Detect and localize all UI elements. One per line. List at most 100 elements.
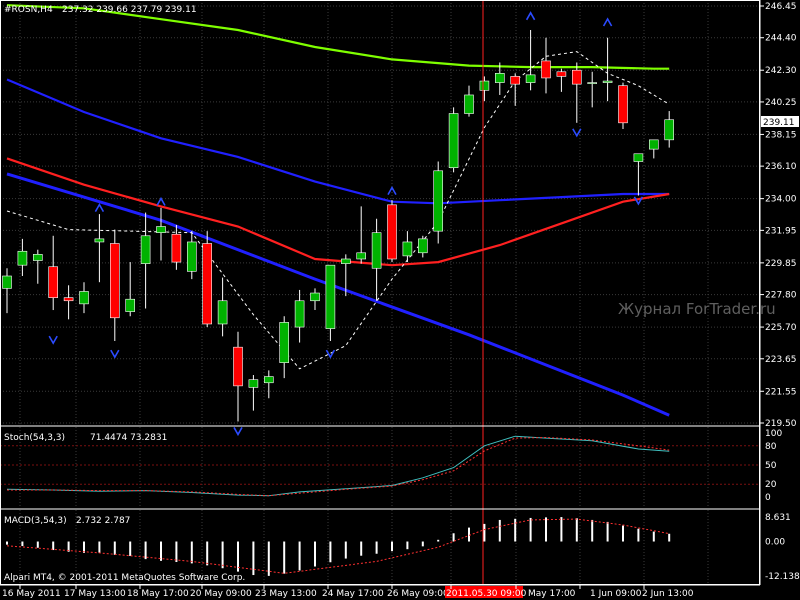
stoch-tick-3: 20 [765, 480, 777, 490]
candle-body [79, 291, 89, 305]
macd-tick-0: 8.631 [765, 513, 791, 523]
symbol-label: #ROSN,H4 [4, 5, 53, 15]
candle-body [2, 275, 12, 289]
candle-body [387, 204, 397, 260]
candle-body [433, 170, 444, 232]
candle-body [94, 238, 105, 243]
ma-fast-line [6, 157, 670, 267]
time-tick-2: 18 May 17:00 [127, 589, 189, 599]
candle-body [248, 379, 259, 388]
candle-body [140, 235, 151, 264]
candle-body [602, 80, 613, 83]
candle-body [494, 73, 505, 83]
price-tick-7: 231.95 [765, 226, 797, 236]
price-tick-3: 240.25 [765, 98, 797, 108]
candle-body [479, 80, 490, 91]
time-tick-1: 17 May 13:00 [64, 589, 126, 599]
candle-body [618, 85, 628, 124]
fractal-down-arrow [48, 335, 58, 345]
macd-signal-line [6, 518, 670, 574]
price-candles [2, 29, 675, 422]
current-price-box [761, 116, 799, 127]
time-tick-0: 16 May 2011 [2, 589, 61, 599]
price-tick-6: 234.00 [765, 195, 797, 205]
candle-body [541, 60, 551, 79]
copyright-label: Alpari MT4, © 2001-2011 MetaQuotes Softw… [4, 573, 245, 583]
candle-body [325, 264, 336, 329]
candle-body [17, 250, 28, 266]
price-tick-5: 236.10 [765, 162, 797, 172]
candle-body [402, 241, 413, 257]
time-tick-6: 26 May 09:00 [387, 589, 449, 599]
price-indicator-lines [6, 4, 670, 417]
candle-body [371, 232, 382, 269]
macd-histogram [6, 517, 671, 576]
price-tick-12: 221.55 [765, 387, 797, 397]
stoch-main-line [6, 435, 670, 497]
macd-signal-polyline [6, 518, 670, 574]
candle-body [310, 292, 320, 302]
price-tick-13: 219.50 [765, 419, 797, 429]
candle-body [187, 241, 197, 272]
time-tick-3: 20 May 09:00 [190, 589, 252, 599]
candle-body [448, 113, 459, 168]
stoch-tick-0: 100 [765, 429, 782, 439]
stoch-axis: 100 80 50 20 0 [765, 429, 782, 503]
fractal-down-arrow [325, 349, 336, 359]
candle-body [171, 233, 182, 263]
candle-body [664, 119, 675, 141]
stochastic-lines [6, 435, 670, 497]
stoch-title: Stoch(54,3,3) [4, 433, 65, 443]
candle-body [587, 82, 598, 84]
macd-tick-1: 0.00 [765, 538, 785, 548]
candle-body [48, 266, 59, 298]
stoch-signal-line [7, 436, 670, 497]
candle-body [417, 238, 428, 254]
candle-body [356, 252, 367, 260]
fractal-up-arrow [602, 17, 613, 27]
time-tick-5: 24 May 17:00 [322, 589, 384, 599]
candle-body [125, 298, 135, 312]
ohlc-label: 237.32 239.66 237.79 239.11 [62, 5, 197, 15]
candle-body [556, 71, 567, 77]
trendline-line [6, 172, 670, 417]
price-tick-10: 225.70 [765, 323, 797, 333]
candle-body [340, 258, 351, 264]
price-tick-11: 223.65 [765, 355, 797, 365]
price-tick-8: 229.85 [765, 259, 797, 269]
time-tick-7: 2011.05.30 09:00 [446, 589, 527, 599]
macd-axis: 8.631 0.00 -12.138 [765, 513, 800, 582]
time-tick-8: May 17:00 [528, 589, 576, 599]
watermark: Журнал ForTrader.ru [618, 300, 776, 318]
fractal-down-arrow [633, 196, 644, 206]
fractal-down-arrow [233, 427, 243, 437]
price-tick-4: 238.15 [765, 130, 797, 140]
chart-frame [0, 0, 760, 585]
time-tick-10: 2 Jun 13:00 [642, 589, 694, 599]
candle-body [32, 254, 43, 261]
price-tick-1: 244.40 [765, 34, 797, 44]
candle-body [63, 297, 74, 302]
stoch-tick-2: 50 [765, 461, 777, 471]
price-tick-9: 227.80 [765, 291, 797, 301]
ma-slow-line [6, 4, 670, 70]
fractal-down-arrow [110, 349, 120, 359]
current-price-label: 239.11 [763, 118, 795, 128]
time-axis: 16 May 2011 17 May 13:00 18 May 17:00 20 Ma… [2, 585, 694, 599]
candle-body [233, 346, 243, 387]
macd-tick-2: -12.138 [765, 572, 800, 582]
candle-body [525, 74, 536, 83]
candle-body [294, 300, 305, 328]
macd-values: 2.732 2.787 [76, 516, 130, 526]
stoch-grid [0, 427, 760, 508]
fractal-up-arrow [156, 196, 166, 206]
main-grid [0, 0, 760, 426]
candle-body [648, 139, 659, 150]
price-axis: 246.45 244.40 242.30 240.25 238.15 236.10 234.… [760, 2, 797, 429]
price-tick-2: 242.30 [765, 66, 797, 76]
candle-body [202, 243, 212, 325]
fractal-down-arrow [572, 128, 582, 138]
stoch-values: 71.4474 73.2831 [90, 433, 167, 443]
candle-body [510, 76, 521, 85]
